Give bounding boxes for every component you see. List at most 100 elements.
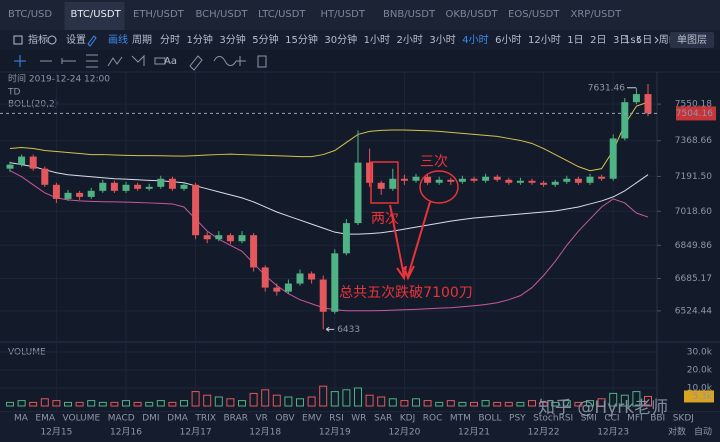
candle-body bbox=[377, 182, 385, 189]
indicator-tab[interactable]: DMA bbox=[167, 414, 189, 424]
indicator-tab[interactable]: TRIX bbox=[194, 414, 216, 424]
volume-bar bbox=[365, 394, 374, 407]
icon-crosshair[interactable] bbox=[14, 55, 26, 67]
indicator-tab[interactable]: SKDJ bbox=[673, 414, 694, 424]
interval[interactable]: 1日 bbox=[567, 35, 583, 46]
interval[interactable]: 3小时 bbox=[429, 34, 455, 46]
boll-line bbox=[9, 101, 649, 172]
indicator-tab[interactable]: BRAR bbox=[224, 414, 248, 424]
tab[interactable]: HT/USDT bbox=[321, 9, 366, 20]
icon-pen[interactable] bbox=[189, 55, 203, 71]
indicator-tab[interactable]: KDJ bbox=[400, 414, 416, 424]
x-tick-label: 12月15 bbox=[40, 427, 72, 438]
tab[interactable]: XRP/USDT bbox=[571, 9, 623, 20]
tab[interactable]: OKB/USDT bbox=[446, 9, 499, 20]
tab[interactable]: BTC/USDT bbox=[71, 9, 122, 20]
interval[interactable]: 分时 bbox=[160, 34, 180, 46]
indicator-tab[interactable]: SMI bbox=[581, 414, 597, 424]
candle-body bbox=[87, 190, 95, 197]
tool-period[interactable]: 周期 bbox=[132, 34, 152, 46]
tab[interactable]: LTC/USDT bbox=[258, 9, 306, 20]
interval[interactable]: 3分钟 bbox=[219, 33, 245, 46]
toolbar bbox=[0, 30, 720, 50]
tool-indicator[interactable]: 指标 bbox=[28, 33, 48, 46]
indicator-tab[interactable]: WR bbox=[351, 414, 366, 424]
icon-wave[interactable] bbox=[107, 56, 123, 67]
speed[interactable]: 1s bbox=[624, 35, 636, 46]
indicator-tab[interactable]: BOLL bbox=[478, 414, 501, 424]
interval[interactable]: 15分钟 bbox=[285, 33, 318, 46]
boll-line bbox=[9, 170, 649, 312]
annotation-box bbox=[370, 161, 399, 204]
interval[interactable]: 5分钟 bbox=[252, 33, 278, 46]
interval[interactable]: 6小时 bbox=[495, 34, 521, 46]
icon-rect[interactable] bbox=[154, 57, 166, 65]
indicator-tab[interactable]: EMV bbox=[302, 414, 322, 424]
candle-body bbox=[110, 182, 118, 191]
volume-bar bbox=[6, 401, 14, 407]
icon-pitch[interactable] bbox=[131, 54, 145, 66]
icon-trash[interactable] bbox=[257, 55, 267, 68]
icon-ruler[interactable] bbox=[236, 56, 246, 66]
interval[interactable]: 30分钟 bbox=[324, 33, 357, 46]
indicator-tab[interactable]: MACD bbox=[108, 414, 135, 424]
indicator-tab[interactable]: StochRSI bbox=[533, 414, 573, 424]
interval[interactable]: 3日 bbox=[613, 35, 629, 46]
volume-bar bbox=[87, 400, 96, 407]
indicator-tab[interactable]: EMA bbox=[35, 414, 55, 424]
indicator-tab[interactable]: RSI bbox=[329, 414, 344, 424]
indicator-tab[interactable]: MA bbox=[14, 414, 29, 424]
icon-ray[interactable] bbox=[61, 58, 76, 64]
footer-auto[interactable]: 自动 bbox=[694, 426, 712, 438]
volume-bar bbox=[435, 401, 444, 407]
volume-tick-label: 30.0k bbox=[687, 348, 713, 358]
y-tick-label: 6849.86 bbox=[675, 241, 712, 251]
interval[interactable]: 1小时 bbox=[364, 34, 390, 46]
candle-body bbox=[574, 178, 582, 183]
indicator-tab[interactable]: SAR bbox=[374, 414, 392, 424]
low-marker bbox=[325, 326, 335, 332]
tool-draw[interactable]: 画线 bbox=[108, 33, 128, 46]
boll-line bbox=[9, 162, 649, 235]
tab[interactable]: ETH/USDT bbox=[133, 9, 185, 20]
volume-bar bbox=[458, 401, 467, 407]
candle-body bbox=[435, 179, 443, 183]
interval[interactable]: 2日 bbox=[590, 35, 606, 46]
volume-bar bbox=[516, 401, 525, 407]
candle-body bbox=[470, 178, 478, 181]
tab[interactable]: BNB/USDT bbox=[383, 9, 436, 20]
indicator-tab[interactable]: DMI bbox=[142, 414, 159, 424]
tab[interactable]: EOS/USDT bbox=[508, 9, 560, 20]
indicator-tab[interactable]: VR bbox=[255, 414, 267, 424]
icon-text[interactable]: Aa bbox=[164, 56, 177, 67]
draw-icons bbox=[14, 54, 267, 71]
indicator-tab[interactable]: MFI bbox=[627, 414, 643, 424]
indicator-tab[interactable]: OBV bbox=[275, 414, 295, 424]
candle-body bbox=[168, 178, 176, 189]
indicator-tab[interactable]: MTM bbox=[450, 414, 471, 424]
footer-log[interactable]: 对数 bbox=[668, 426, 686, 438]
x-tick-label: 12月19 bbox=[319, 427, 351, 438]
volume-bar bbox=[17, 400, 26, 407]
indicator-tab[interactable]: ROC bbox=[423, 414, 443, 424]
indicator-tab[interactable]: VOLUME bbox=[63, 414, 101, 424]
interval[interactable]: 1分钟 bbox=[187, 33, 213, 46]
icon-curve[interactable] bbox=[213, 56, 237, 66]
volume-bar bbox=[238, 400, 246, 407]
interval[interactable]: 5日 bbox=[636, 35, 652, 46]
interval[interactable]: 12小时 bbox=[528, 34, 561, 46]
indicator-tab[interactable]: CCI bbox=[604, 414, 619, 424]
indicator-tab[interactable]: PSY bbox=[509, 414, 526, 424]
indicator-tab[interactable]: BBI bbox=[650, 414, 665, 424]
icon-channel[interactable] bbox=[86, 54, 98, 68]
interval[interactable]: 2小时 bbox=[396, 34, 422, 46]
interval[interactable]: 4小时 bbox=[462, 34, 488, 46]
last-price-label: 7504.16 bbox=[676, 109, 713, 119]
volume-bar bbox=[400, 400, 409, 407]
tab[interactable]: BTC/USD bbox=[8, 9, 52, 20]
tool-settings[interactable]: 设置 bbox=[66, 34, 86, 46]
layer-label[interactable]: 单图层 bbox=[677, 34, 707, 46]
volume-bar bbox=[203, 394, 212, 407]
tab[interactable]: BCH/USDT bbox=[196, 9, 249, 20]
candle-body bbox=[366, 162, 374, 183]
